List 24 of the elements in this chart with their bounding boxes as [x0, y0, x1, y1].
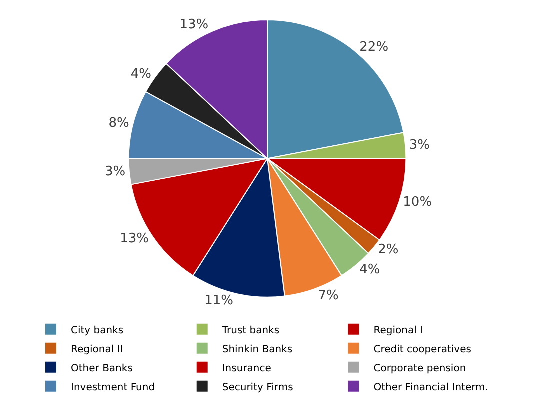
data-label: 13%	[120, 232, 150, 247]
legend-label: Insurance	[222, 363, 272, 374]
legend-label: Regional II	[71, 344, 124, 356]
legend-label: Credit cooperatives	[374, 344, 472, 356]
legend-label: Security Firms	[222, 382, 294, 394]
legend-label: Other Banks	[71, 363, 133, 374]
data-label: 2%	[378, 242, 399, 258]
data-label: 4%	[360, 262, 380, 278]
legend-label: Investment Fund	[71, 382, 156, 394]
data-label: 8%	[108, 116, 130, 132]
data-label: 11%	[204, 294, 234, 309]
legend-label: City banks	[71, 325, 124, 336]
data-label: 3%	[409, 138, 430, 154]
legend-label: Trust banks	[221, 325, 280, 336]
legend-label: Regional I	[374, 325, 423, 336]
legend-label: Shinkin Banks	[222, 344, 293, 356]
legend-label: Other Financial Interm.	[374, 382, 488, 394]
data-label: 7%	[318, 288, 339, 304]
data-label: 13%	[180, 18, 209, 33]
data-label: 22%	[360, 40, 389, 55]
data-label: 3%	[105, 164, 126, 180]
data-label: 10%	[403, 194, 432, 210]
data-label: 4%	[130, 67, 152, 82]
legend-label: Corporate pension	[374, 363, 466, 374]
